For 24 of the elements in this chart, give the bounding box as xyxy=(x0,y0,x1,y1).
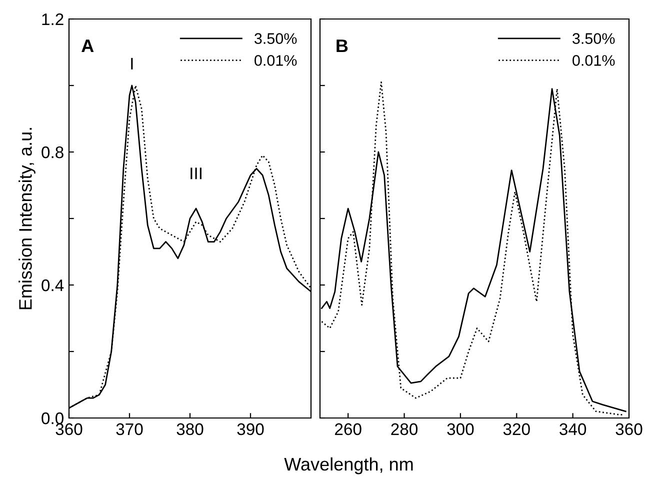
y-tick-label: 1.2 xyxy=(42,13,64,26)
legend-label: 3.50% xyxy=(254,33,297,44)
annotation: B xyxy=(336,40,348,52)
x-tick-label: 340 xyxy=(560,423,586,436)
annotation: A xyxy=(82,40,94,52)
legend-label: 0.01% xyxy=(254,55,297,66)
annotation: I xyxy=(131,58,133,70)
x-tick-label: 380 xyxy=(176,423,204,436)
x-tick-label: 260 xyxy=(335,423,362,436)
x-tick-label: 280 xyxy=(391,423,418,436)
x-tick-label: 300 xyxy=(447,423,474,436)
x-tick-label: 360 xyxy=(56,423,82,436)
x-axis-title: Wavelength, nm xyxy=(284,457,413,474)
y-tick-label: 0.0 xyxy=(42,412,64,424)
y-tick-label: 0.8 xyxy=(42,146,64,158)
x-tick-label: 370 xyxy=(116,423,143,436)
annotation: III xyxy=(190,168,202,180)
legend-label: 0.01% xyxy=(572,55,615,66)
y-axis-title: Emission Intensity, a.u. xyxy=(18,128,36,310)
legend-label: 3.50% xyxy=(572,33,615,44)
x-tick-label: 320 xyxy=(503,423,530,436)
y-tick-label: 0.4 xyxy=(42,279,64,292)
x-tick-label: 390 xyxy=(237,423,264,436)
x-tick-label: 360 xyxy=(616,423,642,436)
